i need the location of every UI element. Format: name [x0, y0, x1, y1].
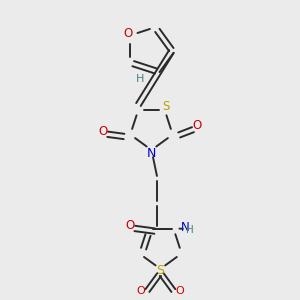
- Text: N: N: [147, 147, 156, 160]
- Text: S: S: [162, 100, 170, 113]
- Text: S: S: [156, 264, 164, 277]
- Text: O: O: [98, 124, 107, 137]
- Text: H: H: [186, 225, 194, 235]
- Text: O: O: [123, 27, 133, 40]
- Text: O: O: [176, 286, 184, 296]
- Text: N: N: [180, 221, 189, 234]
- Text: O: O: [125, 219, 134, 232]
- Text: O: O: [136, 286, 145, 296]
- Text: O: O: [193, 119, 202, 132]
- Text: H: H: [136, 74, 145, 84]
